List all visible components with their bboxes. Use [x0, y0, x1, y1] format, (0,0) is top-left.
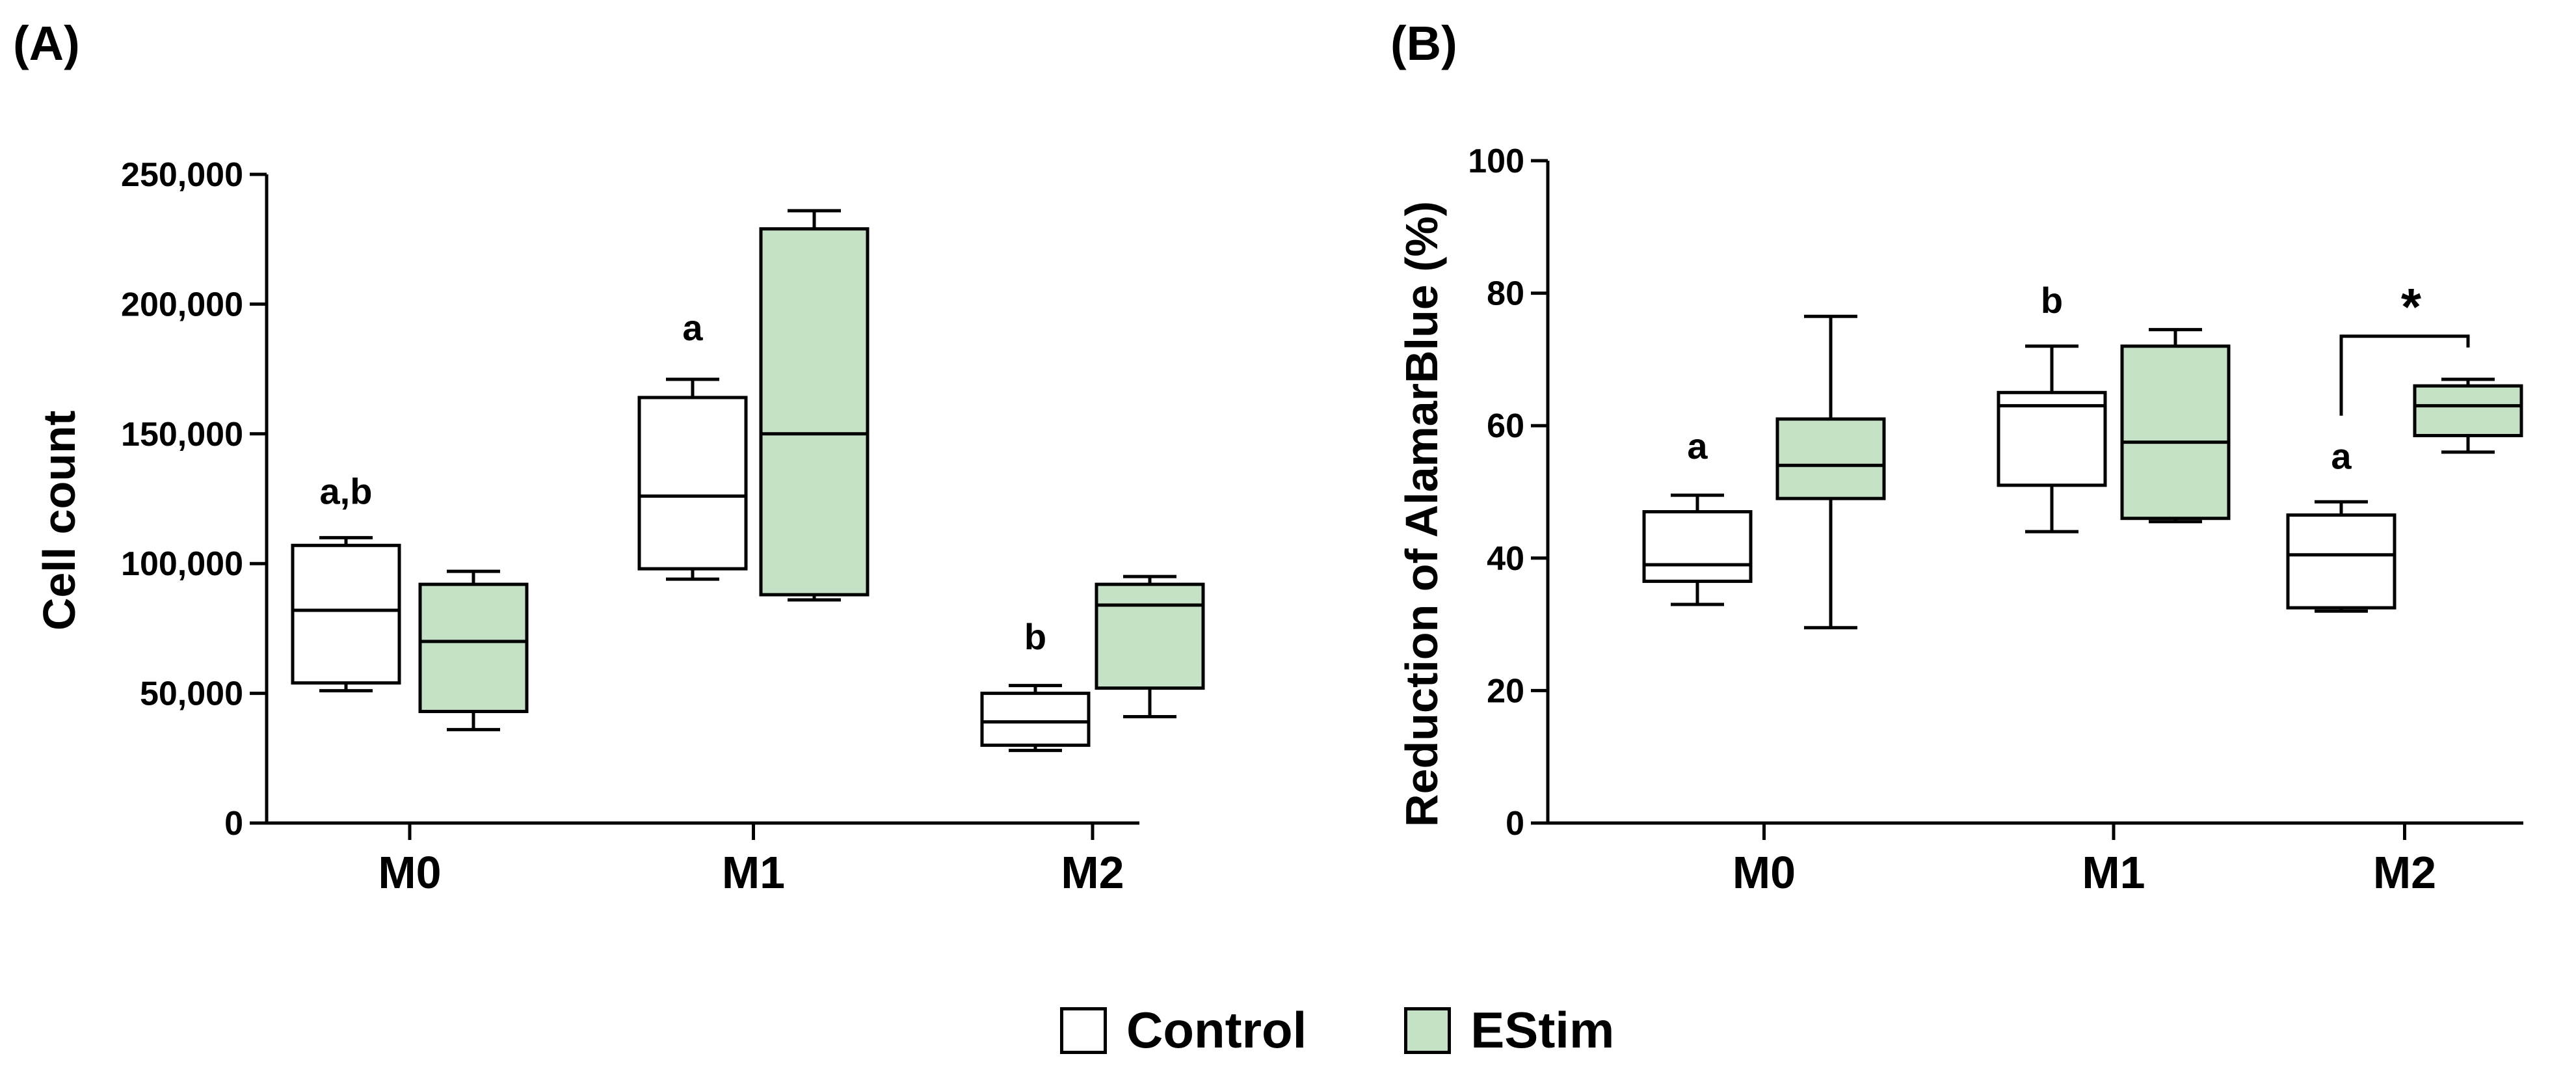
y-tick-label: 100,000	[121, 545, 243, 583]
y-tick-label: 250,000	[121, 156, 243, 194]
box-estim-m2	[2413, 377, 2523, 454]
annotation-letter: a	[1687, 426, 1708, 467]
y-tick-label: 0	[1506, 805, 1524, 843]
chart-panel-a: 0 50,000 100,000 150,000 200,000 250,000 M0 M1 M…	[121, 156, 1205, 898]
x-tick-label: M2	[2373, 847, 2436, 898]
box-iqr	[759, 227, 870, 597]
y-tick-label: 0	[224, 805, 243, 843]
x-tick-label: M2	[1061, 847, 1124, 898]
box-estim-m2	[1095, 575, 1205, 718]
y-axis-label-b: Reduction of AlamarBlue (%)	[1396, 201, 1447, 827]
y-tick-label: 20	[1487, 672, 1524, 710]
chart-panel-b: 0 20 40 60 80 100 M0 M1 M2 a b a *	[1468, 142, 2523, 898]
annotation-letter: a	[2331, 435, 2352, 476]
panel-label-a: (A)	[13, 16, 80, 70]
box-iqr	[418, 582, 529, 714]
annotation-letter: b	[2041, 280, 2063, 321]
box-control-m1	[637, 377, 748, 581]
x-tick-label: M0	[1733, 847, 1796, 898]
legend-item-estim: EStim	[1404, 1001, 1614, 1060]
box-estim-m1	[2120, 328, 2231, 524]
box-iqr	[291, 543, 401, 685]
significance-star: *	[2401, 278, 2422, 336]
legend-label-estim: EStim	[1470, 1001, 1615, 1059]
box-estim-m0	[1775, 314, 1886, 630]
box-estim-m0	[418, 569, 529, 731]
y-tick-label: 200,000	[121, 286, 243, 323]
box-iqr	[1642, 510, 1753, 583]
legend-label-control: Control	[1126, 1001, 1307, 1059]
legend-swatch-control	[1060, 1007, 1107, 1054]
y-axis-label-a: Cell count	[34, 411, 85, 630]
y-tick-label: 60	[1487, 407, 1524, 445]
box-iqr	[2286, 513, 2397, 610]
box-iqr	[2120, 344, 2231, 521]
box-control-m1	[1997, 344, 2107, 534]
annotation-letter: b	[1024, 616, 1046, 657]
x-tick-label: M1	[2082, 847, 2145, 898]
y-tick-label: 40	[1487, 540, 1524, 578]
box-iqr	[1095, 582, 1205, 690]
y-tick-label: 50,000	[140, 675, 243, 713]
x-tick-label: M1	[722, 847, 785, 898]
box-iqr	[1997, 390, 2107, 487]
annotation-letter: a,b	[320, 470, 373, 511]
box-iqr	[637, 396, 748, 571]
box-iqr	[980, 692, 1091, 747]
box-estim-m1	[759, 209, 870, 602]
legend-swatch-estim	[1404, 1007, 1452, 1054]
box-control-m2	[2286, 500, 2397, 613]
box-control-m0	[1642, 493, 1753, 606]
annotation-letter: a	[682, 307, 703, 348]
y-tick-label: 100	[1468, 142, 1524, 180]
box-control-m2	[980, 684, 1091, 752]
box-control-m0	[291, 535, 401, 693]
y-tick-label: 150,000	[121, 416, 243, 453]
box-iqr	[1775, 417, 1886, 500]
x-tick-label: M0	[378, 847, 441, 898]
legend-item-control: Control	[1060, 1001, 1307, 1060]
box-iqr	[2413, 384, 2523, 437]
significance-bracket	[2339, 334, 2470, 416]
legend: Control EStim	[1060, 1001, 1712, 1060]
panel-label-b: (B)	[1390, 16, 1457, 70]
y-tick-label: 80	[1487, 275, 1524, 313]
